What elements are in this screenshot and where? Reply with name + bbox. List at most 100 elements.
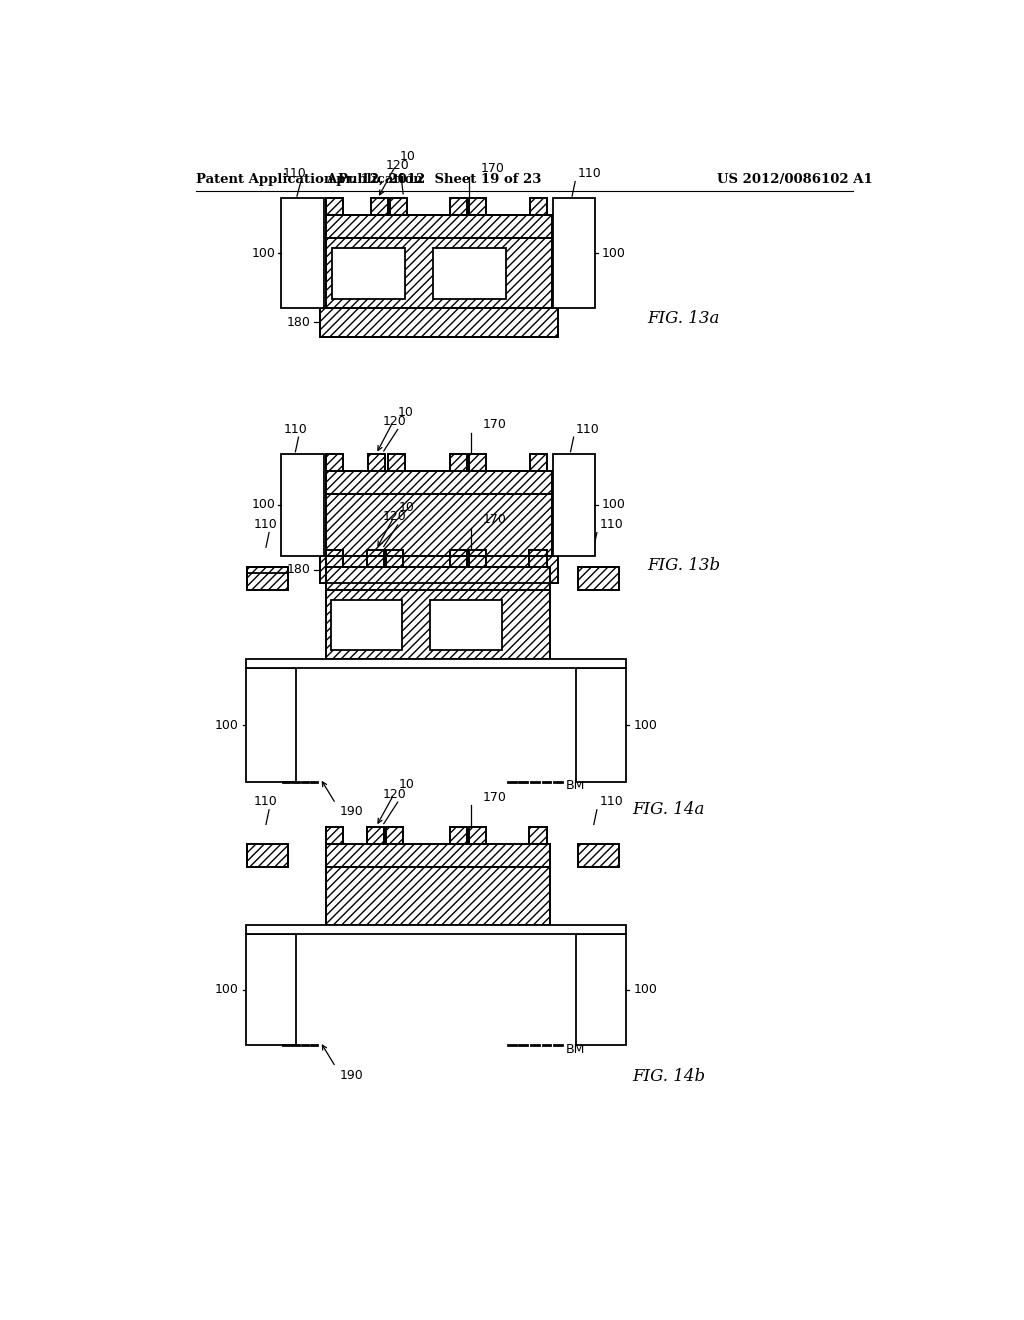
Bar [553,454,595,556]
Text: 100: 100 [356,267,381,280]
Text: 120: 120 [386,160,410,173]
Text: 100: 100 [251,247,275,260]
Text: 100: 100 [354,618,379,631]
Text: 120: 120 [383,414,407,428]
Bar [575,933,627,1045]
Bar [282,454,324,556]
Bar [430,599,502,649]
Bar [326,239,552,308]
Bar [248,573,288,590]
Bar [530,454,547,471]
Bar [469,549,486,566]
Bar [326,215,552,239]
Text: US 2012/0086102 A1: US 2012/0086102 A1 [717,173,872,186]
Text: 110: 110 [599,795,623,808]
Bar [530,198,547,215]
Text: 110: 110 [254,795,278,808]
Bar [326,590,550,659]
Bar [326,198,343,215]
Text: 100: 100 [458,267,481,280]
Bar [367,549,384,566]
Text: 110: 110 [284,422,307,436]
Text: 100: 100 [633,718,657,731]
Bar [469,198,486,215]
Text: 170: 170 [483,791,507,804]
Text: 110: 110 [578,166,601,180]
Bar [326,843,550,867]
Bar [575,668,627,781]
Text: 100: 100 [215,983,239,997]
Bar [386,549,403,566]
Text: 180: 180 [287,315,310,329]
Text: Apr. 12, 2012  Sheet 19 of 23: Apr. 12, 2012 Sheet 19 of 23 [327,173,542,186]
Bar [469,549,486,566]
Text: BM: BM [566,779,586,792]
Bar [246,668,296,781]
Bar [469,826,486,843]
Bar [367,826,384,843]
Text: 100: 100 [633,983,657,997]
Bar [326,826,343,843]
Bar [579,843,618,867]
Bar [246,933,296,1045]
Bar [326,454,343,471]
Text: 10: 10 [398,502,415,515]
Bar [579,843,618,867]
Bar [450,826,467,843]
Text: 110: 110 [254,517,278,531]
Bar [386,826,403,843]
Bar [246,924,627,933]
Bar [530,198,547,215]
Bar [326,494,552,556]
Bar [326,566,550,590]
Bar [450,549,467,566]
Text: 120: 120 [383,511,407,524]
Text: 10: 10 [398,779,415,792]
Text: 100: 100 [601,499,626,511]
Bar [529,826,547,843]
Bar [326,198,343,215]
Bar [248,566,288,590]
Bar [326,549,343,566]
Bar [450,198,467,215]
Bar [326,239,552,308]
Bar [529,549,547,566]
Text: 110: 110 [575,422,600,436]
Text: 100: 100 [215,718,239,731]
Bar [450,826,467,843]
Text: 100: 100 [251,499,275,511]
Bar [450,549,467,566]
Text: 100: 100 [601,247,626,260]
Bar [469,454,486,471]
Bar [326,826,343,843]
Bar [390,198,407,215]
Text: 190: 190 [340,805,364,818]
Bar [326,494,552,556]
Bar [469,198,486,215]
Bar [246,659,627,668]
Text: 170: 170 [483,513,507,527]
Bar [326,215,552,239]
Bar [248,566,288,590]
Bar [367,826,384,843]
Bar [388,454,404,471]
Text: Patent Application Publication: Patent Application Publication [197,173,423,186]
Bar [326,566,550,590]
Bar [332,248,406,298]
Bar [326,867,550,924]
Text: 180: 180 [287,564,310,576]
Bar [326,454,343,471]
Bar [282,198,324,308]
Bar [529,826,547,843]
Bar [326,843,550,867]
Bar [386,549,403,566]
Bar [326,549,343,566]
Bar [388,454,404,471]
Bar [331,599,402,649]
Bar [371,198,388,215]
Text: FIG. 14b: FIG. 14b [632,1068,705,1085]
Bar [529,549,547,566]
Bar [321,308,558,337]
Bar [321,556,558,583]
Bar [248,843,288,867]
